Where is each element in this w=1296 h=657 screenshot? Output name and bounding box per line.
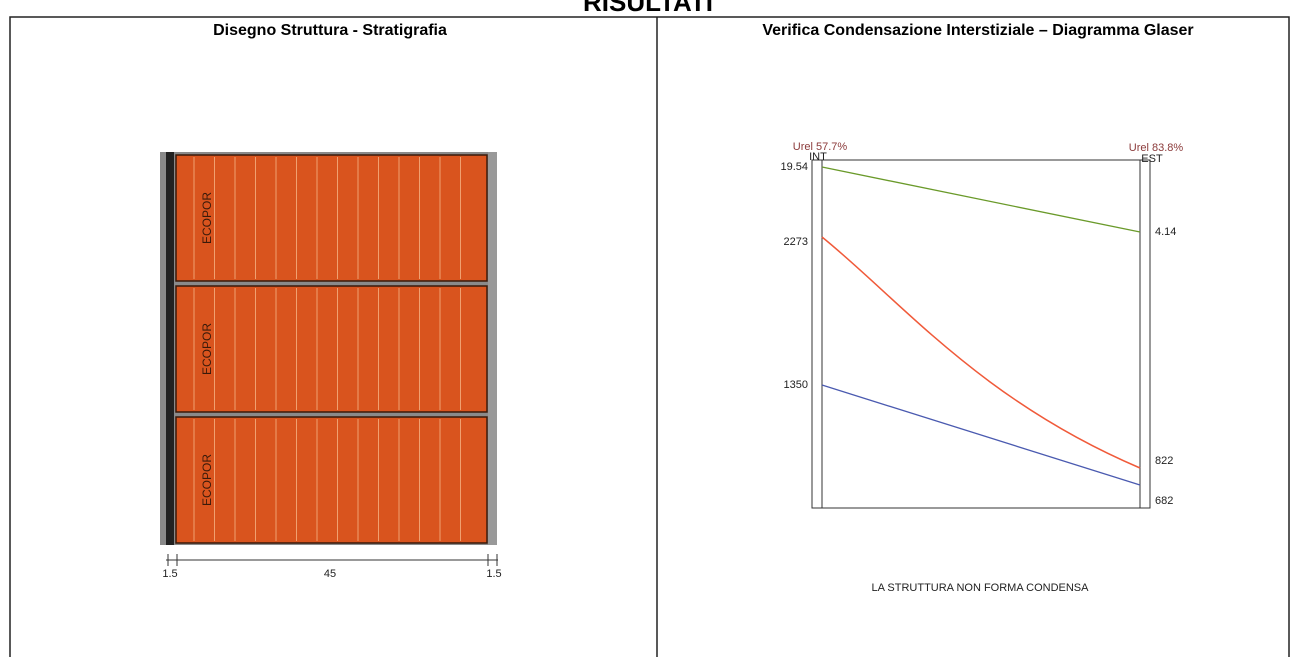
layer-label: ECOPOR <box>200 192 214 244</box>
layer-label: ECOPOR <box>200 454 214 506</box>
document: RISULTATI Disegno Struttura - Stratigraf… <box>0 0 1296 657</box>
right-value: 822 <box>1155 455 1173 467</box>
dimension-label: 1.5 <box>162 568 177 580</box>
panel-title: Verifica Condensazione Interstiziale – D… <box>762 22 1193 39</box>
dimension-label: 45 <box>324 568 336 580</box>
dimension-label: 1.5 <box>486 568 501 580</box>
plaster <box>166 152 174 545</box>
panel-title: Disegno Struttura - Stratigrafia <box>213 22 447 39</box>
plot-frame <box>812 160 1150 508</box>
left-value: 1350 <box>784 379 808 391</box>
layer-label: ECOPOR <box>200 323 214 375</box>
page: RISULTATI Disegno Struttura - Stratigraf… <box>0 0 1296 657</box>
ext-label: EST <box>1141 153 1163 165</box>
wall: ECOPOR ECOPOR ECOPOR <box>160 152 497 545</box>
left-value: 19.54 <box>780 161 808 173</box>
result: LA STRUTTURA NON FORMA CONDENSA <box>872 582 1090 594</box>
right-value: 4.14 <box>1155 226 1176 238</box>
right-value: 682 <box>1155 495 1173 507</box>
left-value: 2273 <box>784 236 808 248</box>
page-title: RISULTATI <box>583 0 713 17</box>
plaster <box>488 152 497 545</box>
int-label: INT <box>809 151 827 163</box>
